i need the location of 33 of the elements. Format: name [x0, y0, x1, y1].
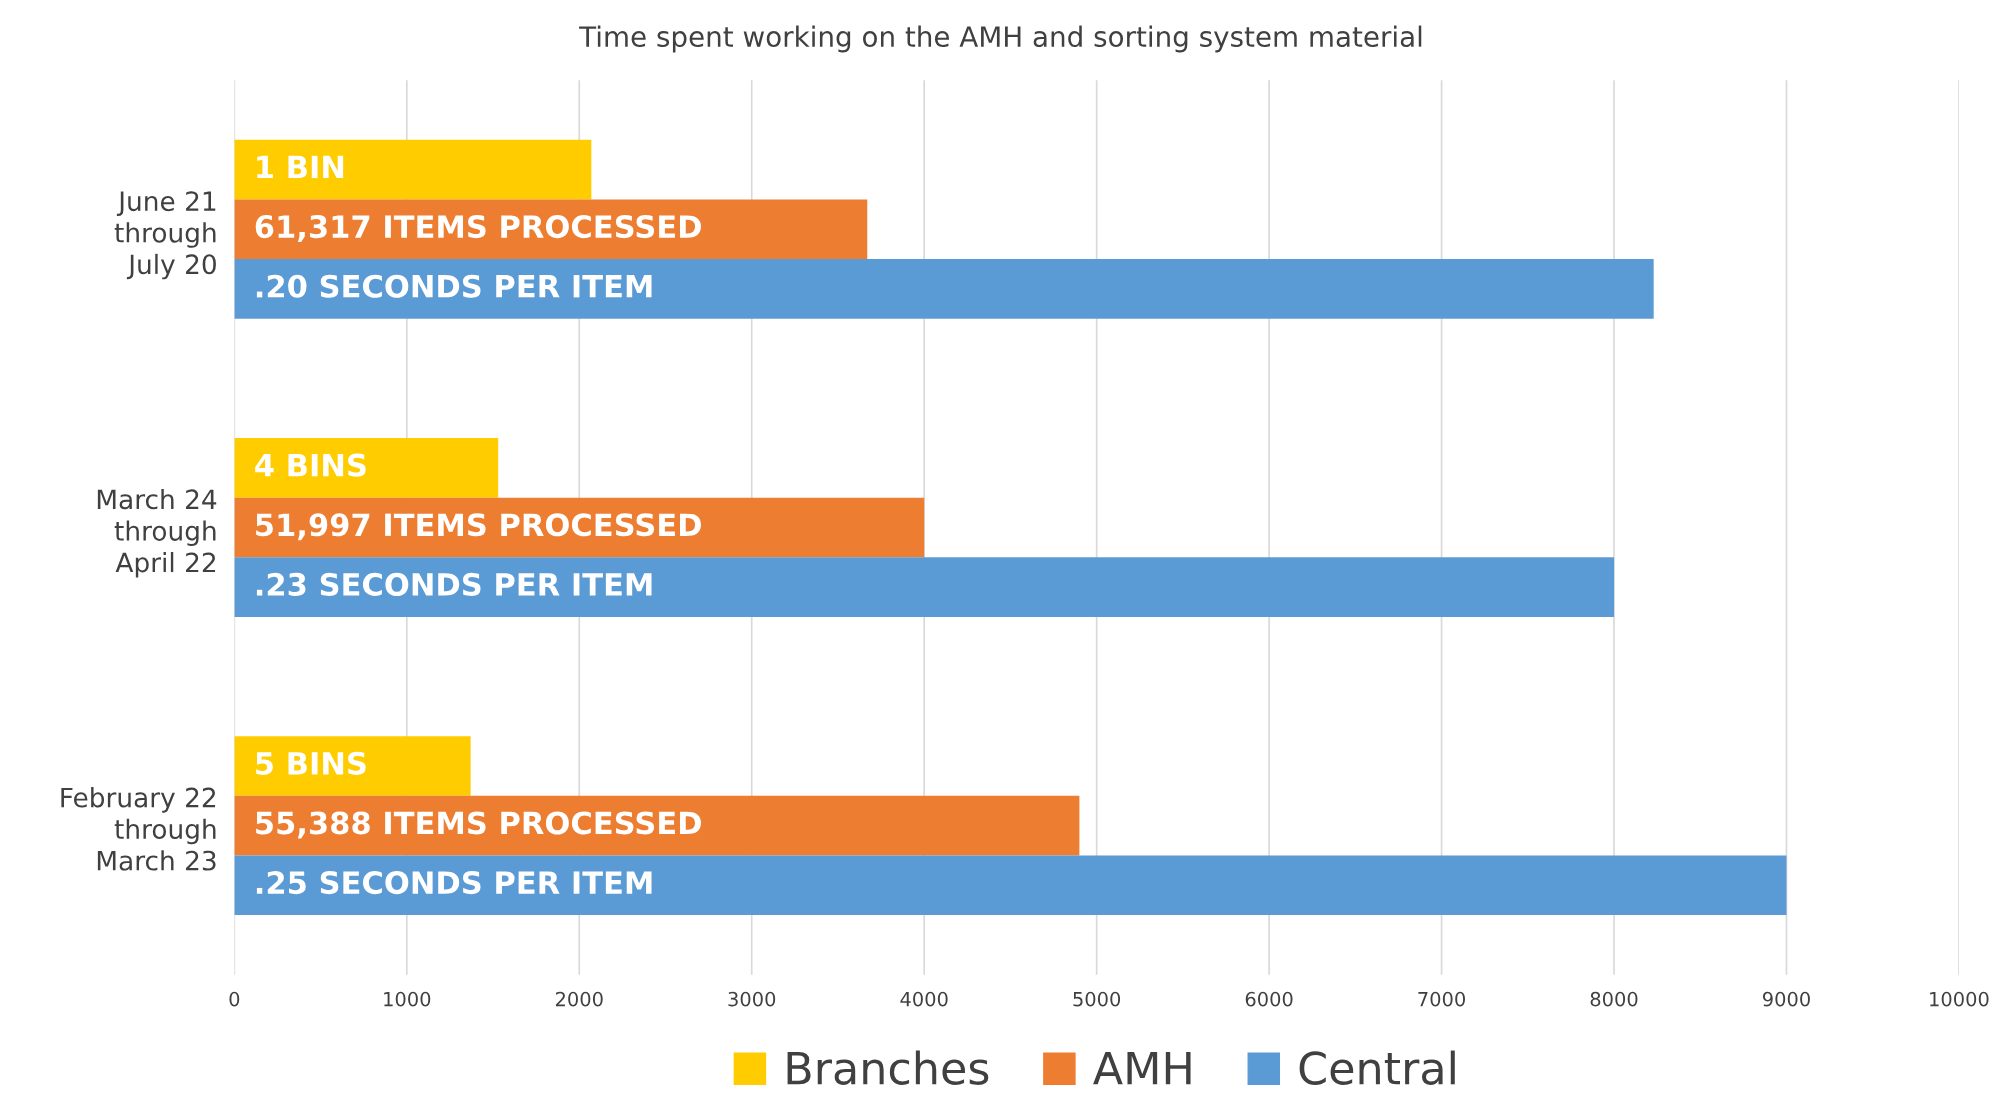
x-tick-label: 4000	[900, 991, 948, 1007]
x-tick-label: 5000	[1073, 991, 1121, 1007]
bar	[234, 736, 471, 796]
y-tick-label: February 22 through March 23	[61, 787, 216, 871]
x-tick-label: 10000	[1930, 991, 1989, 1007]
bar	[234, 557, 1615, 617]
chart-title: Time spent working on the AMH and sorting system material	[579, 25, 1422, 53]
x-tick-label: 7000	[1418, 991, 1466, 1007]
annotation: 61,317 ITEMS PROCESSED	[255, 215, 701, 243]
annotation: .25 SECONDS PER ITEM	[256, 871, 652, 895]
x-tick-label: 6000	[1245, 991, 1293, 1007]
x-tick-label: 2000	[555, 991, 603, 1007]
annotation: 4 BINS	[255, 453, 366, 477]
legend-label: Central	[1299, 1050, 1455, 1085]
bar	[234, 139, 592, 200]
y-tick-label: June 21 through July 20	[114, 191, 216, 280]
x-tick-label: 0	[229, 991, 240, 1007]
bar	[234, 259, 1654, 319]
x-tick-label: 1000	[384, 991, 431, 1007]
annotation: 1 BIN	[257, 155, 344, 179]
legend-label: AMH	[1093, 1051, 1191, 1085]
annotation: 55,388 ITEMS PROCESSED	[256, 811, 701, 839]
bar	[234, 855, 1787, 916]
annotation: 5 BINS	[256, 751, 366, 775]
x-tick-label: 9000	[1762, 991, 1810, 1007]
annotation: .23 SECONDS PER ITEM	[256, 572, 652, 596]
x-tick-label: 3000	[728, 991, 776, 1007]
annotation: .20 SECONDS PER ITEM	[256, 274, 652, 298]
y-tick-label: March 24 through April 22	[97, 488, 217, 578]
annotation: 51,997 ITEMS PROCESSED	[256, 513, 701, 541]
x-tick-label: 8000	[1590, 991, 1638, 1007]
bar	[234, 438, 499, 498]
legend-label: Branches	[787, 1050, 989, 1085]
